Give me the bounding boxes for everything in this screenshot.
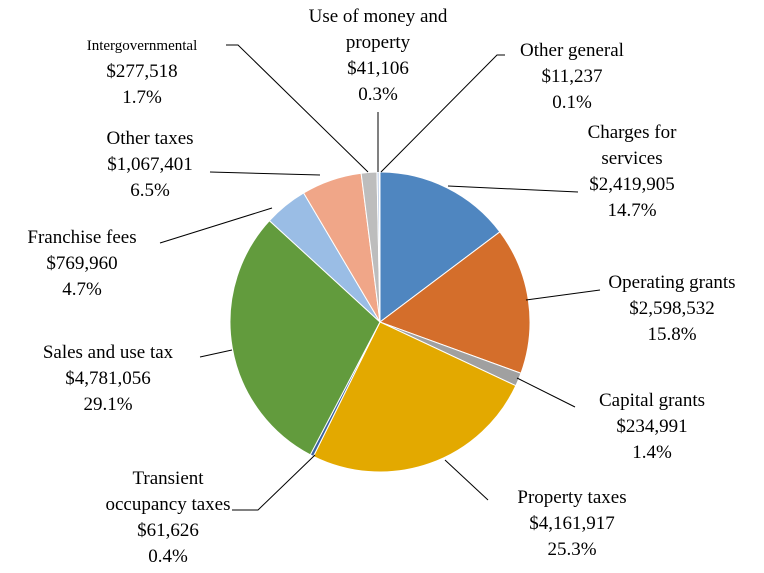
leader-line [447,185,579,193]
leader-line [159,207,273,244]
leader-line [209,171,321,176]
slice-label: Operating grants $2,598,532 15.8% [577,270,764,348]
leader-line [226,44,369,173]
slice-value: $61,626 [137,520,199,541]
pie-slice [312,321,517,473]
slice-percent: 0.3% [358,84,398,105]
slice-percent: 0.1% [552,92,592,113]
slice-value: $41,106 [347,58,409,79]
slice-percent: 25.3% [547,539,597,560]
slice-percent: 14.7% [607,200,657,221]
slice-name: Other general [520,40,624,61]
leader-line [199,349,233,358]
leader-line [516,377,576,408]
slice-label: Sales and use tax $4,781,056 29.1% [8,340,208,418]
slice-name: Intergovernmental [86,38,198,54]
slice-name: Property taxes [517,487,627,508]
slice-percent: 15.8% [647,324,697,345]
slice-percent: 6.5% [130,180,170,201]
slice-label: Capital grants $234,991 1.4% [572,388,732,466]
slice-percent: 1.7% [122,87,162,108]
leader-line [444,459,489,501]
slice-label: Other taxes $1,067,401 6.5% [75,126,225,204]
slice-value: $4,781,056 [65,368,151,389]
pie-slice [378,171,381,323]
leader-line [525,289,601,301]
pie-slice [379,171,501,324]
slice-label: Other general $11,237 0.1% [497,38,647,116]
slice-value: $1,067,401 [107,154,193,175]
slice-value: $769,960 [46,253,118,274]
slice-value: $11,237 [541,66,603,87]
slice-name: Transient occupancy taxes [105,468,231,515]
slice-value: $234,991 [616,416,688,437]
slice-name: Use of money and property [308,6,448,53]
slice-name: Charges for services [587,122,677,169]
slice-label: Charges for services $2,419,905 14.7% [562,120,702,224]
slice-value: $277,518 [106,61,178,82]
slice-name: Sales and use tax [42,342,174,363]
slice-value: $2,419,905 [589,174,675,195]
slice-value: $2,598,532 [629,298,715,319]
slice-percent: 0.4% [148,546,188,567]
slice-percent: 29.1% [83,394,133,415]
slice-percent: 1.4% [632,442,672,463]
slice-label: Property taxes $4,161,917 25.3% [482,485,662,563]
leader-line [380,54,505,173]
slice-name: Operating grants [608,272,736,293]
slice-name: Capital grants [598,390,706,411]
slice-label: Intergovernmental $277,518 1.7% [57,33,227,111]
leader-line [232,454,316,511]
slice-label: Transient occupancy taxes $61,626 0.4% [93,466,243,570]
slice-name: Franchise fees [27,227,137,248]
slice-name: Other taxes [106,128,194,149]
slice-label: Franchise fees $769,960 4.7% [0,225,167,303]
slice-percent: 4.7% [62,279,102,300]
slice-value: $4,161,917 [529,513,615,534]
slice-label: Use of money and property $41,106 0.3% [288,4,468,108]
pie-slice [229,219,381,456]
